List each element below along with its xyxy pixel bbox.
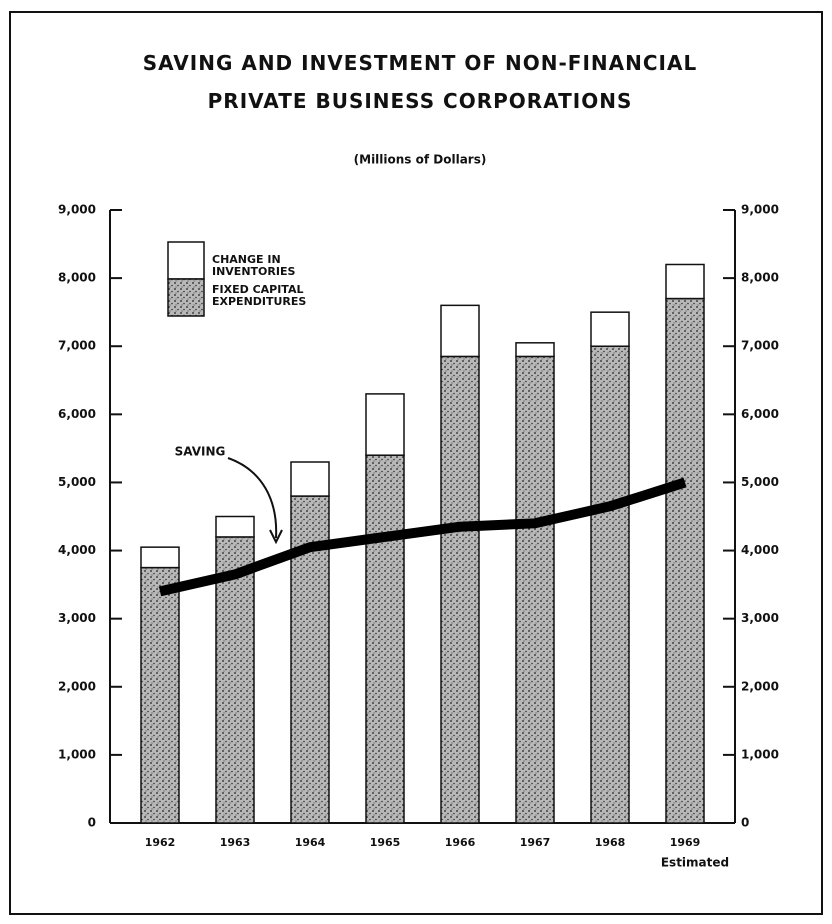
y-tick-label: 5,000 [58, 475, 96, 489]
chart-subtitle: (Millions of Dollars) [354, 153, 487, 167]
bar-segment [215, 515, 255, 538]
y-tick-label: 7,000 [58, 339, 96, 353]
bar-segment [590, 311, 630, 347]
bar-segment [140, 546, 180, 569]
x-tick-label: 1965 [370, 836, 401, 849]
bar-segment [515, 355, 555, 824]
y2-tick-label: 5,000 [741, 475, 779, 489]
bar-segment [290, 461, 330, 497]
y-tick-label: 1,000 [58, 747, 96, 761]
y-tick-label: 9,000 [58, 203, 96, 217]
legend-swatch [167, 278, 205, 317]
legend-label: CHANGE IN INVENTORIES [212, 254, 296, 278]
y2-tick-label: 0 [741, 816, 749, 830]
bar-segment [665, 297, 705, 824]
bar-segment [365, 454, 405, 824]
y2-tick-label: 6,000 [741, 407, 779, 421]
saving-arrowhead [269, 529, 283, 545]
legend-label-box: FIXED CAPITAL EXPENDITURES [212, 284, 307, 308]
frame [9, 11, 823, 915]
y-tick-label: 6,000 [58, 407, 96, 421]
title-box: SAVING AND INVESTMENT OF NON-FINANCIAL P… [142, 51, 698, 113]
y2-tick-label: 8,000 [741, 271, 779, 285]
x-tick-label: 1966 [445, 836, 476, 849]
saving-arrow [227, 457, 278, 539]
chart-title: SAVING AND INVESTMENT OF NON-FINANCIAL P… [142, 51, 698, 113]
line-label: SAVING [175, 445, 226, 459]
y-tick-label: 3,000 [58, 611, 96, 625]
saving-line [158, 477, 687, 597]
bar-segment [140, 566, 180, 824]
x-tick-label: 1964 [295, 836, 326, 849]
y2-tick-label: 2,000 [741, 679, 779, 693]
y2-tick-label: 4,000 [741, 543, 779, 557]
legend-label-box: CHANGE IN INVENTORIES [212, 254, 296, 278]
y-tick-label: 4,000 [58, 543, 96, 557]
y2-tick-label: 9,000 [741, 203, 779, 217]
bar-segment [590, 345, 630, 824]
y2-tick-label: 3,000 [741, 611, 779, 625]
x-tick-label: 1969 [670, 836, 701, 849]
bar-segment [365, 393, 405, 456]
y-tick-label: 0 [88, 816, 96, 830]
bar-segment [515, 342, 555, 358]
legend-swatch [167, 241, 205, 280]
bar-segment [440, 355, 480, 824]
y2-tick-label: 7,000 [741, 339, 779, 353]
y-tick-label: 8,000 [58, 271, 96, 285]
x-tick-label: 1962 [145, 836, 176, 849]
bar-segment [665, 263, 705, 300]
bar-segment [440, 304, 480, 358]
y-tick-label: 2,000 [58, 679, 96, 693]
category-note: Estimated [661, 856, 729, 870]
legend-label: FIXED CAPITAL EXPENDITURES [212, 284, 307, 308]
y2-tick-label: 1,000 [741, 747, 779, 761]
x-tick-label: 1963 [220, 836, 251, 849]
x-tick-label: 1968 [595, 836, 626, 849]
x-tick-label: 1967 [520, 836, 551, 849]
